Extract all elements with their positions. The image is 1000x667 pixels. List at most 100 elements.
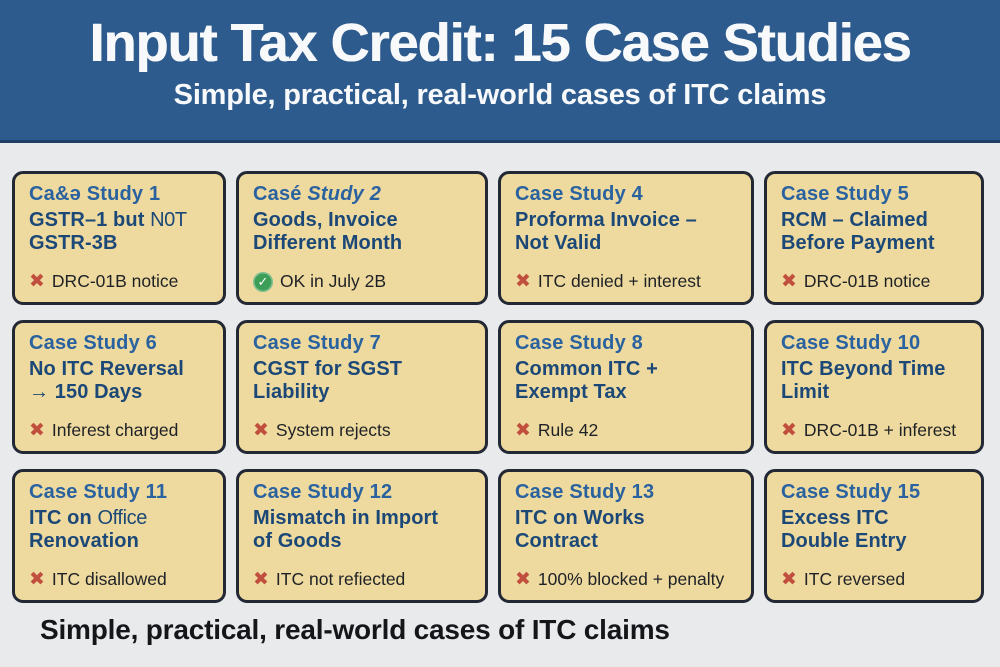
subtitle-text: ITC on Works [515, 507, 645, 529]
subtitle-text: Liability [253, 381, 330, 404]
card-title: Ca&ǝ Study 1 [29, 183, 161, 205]
card-case-4: Case Study 4 Proforma Invoice – Not Vali… [498, 171, 754, 305]
card-subtitle: CGST for SGST Liability [253, 358, 473, 405]
status-text: System rejects [275, 420, 391, 440]
card-case-7: Case Study 7 CGST for SGST Liability ✖ S… [236, 320, 488, 454]
cross-icon: ✖ [29, 420, 45, 441]
card-subtitle: Proforma Invoice – Not Valid [515, 209, 739, 256]
card-status: ✖ System rejects [253, 420, 473, 441]
cross-icon: ✖ [515, 569, 531, 590]
status-text: Rule 42 [537, 420, 599, 440]
card-status: ✖ ITC disallowed [29, 569, 211, 590]
card-case-5: Case Study 5 RCM – Claimed Before Paymen… [764, 171, 984, 305]
subtitle-text-light: N0T [150, 209, 187, 231]
cross-icon: ✖ [29, 271, 45, 292]
check-icon: ✓ [253, 271, 273, 292]
card-case-11: Case Study 11 ITC on Office Renovation ✖… [12, 469, 226, 603]
card-title-italic: Study 2 [307, 183, 382, 205]
header-banner: Input Tax Credit: 15 Case Studies Simple… [0, 0, 1000, 143]
card-case-13: Case Study 13 ITC on Works Contract ✖ 10… [498, 469, 754, 603]
card-subtitle: Common ITC + Exempt Tax [515, 358, 739, 405]
card-subtitle: RCM – Claimed Before Payment [781, 209, 969, 256]
subtitle-text: 150 Days [54, 381, 143, 404]
card-title: Case Study 4 [515, 183, 644, 205]
card-status: ✖ 100% blocked + penalty [515, 569, 739, 590]
card-status: ✓ OK in July 2B [253, 271, 473, 292]
card-case-8: Case Study 8 Common ITC + Exempt Tax ✖ R… [498, 320, 754, 454]
case-study-grid: Ca&ǝ Study 1 GSTR–1 but N0T GSTR-3B ✖ DR… [12, 171, 984, 603]
status-text: 100% blocked + penalty [537, 569, 725, 589]
page-title: Input Tax Credit: 15 Case Studies [89, 13, 911, 73]
subtitle-text: GSTR-3B [29, 232, 118, 255]
status-text: Inferest charged [51, 420, 179, 440]
subtitle-text: Exempt Tax [515, 381, 627, 404]
card-status: ✖ Rule 42 [515, 420, 739, 441]
card-title: Case Study 10 [781, 332, 921, 354]
cross-icon: ✖ [515, 271, 531, 292]
card-title: Case Study 6 [29, 332, 158, 354]
card-case-10: Case Study 10 ITC Beyond Time Limit ✖ DR… [764, 320, 984, 454]
subtitle-text: Contract [515, 530, 599, 553]
subtitle-text: Limit [781, 381, 830, 404]
status-text: ITC not refiected [275, 569, 406, 589]
cross-icon: ✖ [29, 569, 45, 590]
card-subtitle: ITC Beyond Time Limit [781, 358, 969, 405]
status-text: ITC denied + interest [537, 271, 701, 291]
cross-icon: ✖ [781, 569, 797, 590]
status-text: ITC disallowed [51, 569, 167, 589]
card-subtitle: ITC on Works Contract [515, 507, 739, 554]
subtitle-text: Common ITC + [515, 358, 658, 380]
status-text: DRC-01B notice [803, 271, 931, 291]
card-case-6: Case Study 6 No ITC Reversal → 150 Days … [12, 320, 226, 454]
subtitle-text: GSTR–1 but [29, 209, 145, 231]
page-subtitle: Simple, practical, real-world cases of I… [173, 78, 827, 111]
card-title: Case Study 12 [253, 481, 393, 503]
subtitle-text: Renovation [29, 530, 139, 553]
card-case-2: Casé Study 2 Goods, Invoice Different Mo… [236, 171, 488, 305]
card-case-12: Case Study 12 Mismatch in Import of Good… [236, 469, 488, 603]
card-subtitle: GSTR–1 but N0T GSTR-3B [29, 209, 211, 256]
card-title: Case Study 13 [515, 481, 655, 503]
card-subtitle: Excess ITC Double Entry [781, 507, 969, 554]
subtitle-text: Proforma Invoice – [515, 209, 697, 231]
card-status: ✖ ITC not refiected [253, 569, 473, 590]
card-subtitle: ITC on Office Renovation [29, 507, 211, 554]
subtitle-text: Not Valid [515, 232, 602, 255]
subtitle-text-light: Office [97, 507, 147, 529]
card-subtitle: Goods, Invoice Different Month [253, 209, 473, 256]
status-text: DRC-01B notice [51, 271, 179, 291]
card-status: ✖ DRC-01B notice [29, 271, 211, 292]
card-subtitle: Mismatch in Import of Goods [253, 507, 473, 554]
status-text: DRC-01B + inferest [803, 420, 957, 440]
arrow-right-icon: → [29, 381, 50, 404]
card-case-1: Ca&ǝ Study 1 GSTR–1 but N0T GSTR-3B ✖ DR… [12, 171, 226, 305]
card-title: Case Study 8 [515, 332, 644, 354]
subtitle-text: Double Entry [781, 530, 907, 553]
card-status: ✖ DRC-01B notice [781, 271, 969, 292]
cross-icon: ✖ [253, 420, 269, 441]
subtitle-text: Before Payment [781, 232, 935, 255]
card-status: ✖ Inferest charged [29, 420, 211, 441]
subtitle-text: Excess ITC [781, 507, 889, 529]
subtitle-text: ITC Beyond Time [781, 358, 946, 380]
card-case-15: Case Study 15 Excess ITC Double Entry ✖ … [764, 469, 984, 603]
cross-icon: ✖ [781, 420, 797, 441]
cross-icon: ✖ [253, 569, 269, 590]
card-title: Case Study 11 [29, 481, 168, 503]
subtitle-text: of Goods [253, 530, 342, 553]
card-title: Case Study 5 [781, 183, 910, 205]
subtitle-text: ITC on [29, 507, 92, 529]
card-title: Casé Study 2 [253, 183, 382, 205]
subtitle-text: Mismatch in Import [253, 507, 439, 529]
subtitle-text: Goods, Invoice [253, 209, 398, 231]
footer-caption: Simple, practical, real-world cases of I… [40, 614, 670, 645]
card-status: ✖ ITC reversed [781, 569, 969, 590]
cross-icon: ✖ [781, 271, 797, 292]
card-subtitle: No ITC Reversal → 150 Days [29, 358, 211, 405]
status-text: ITC reversed [803, 569, 906, 589]
subtitle-text: CGST for SGST [253, 358, 403, 380]
status-text: OK in July 2B [280, 271, 387, 291]
card-status: ✖ ITC denied + interest [515, 271, 739, 292]
cross-icon: ✖ [515, 420, 531, 441]
subtitle-text: No ITC Reversal [29, 358, 184, 380]
